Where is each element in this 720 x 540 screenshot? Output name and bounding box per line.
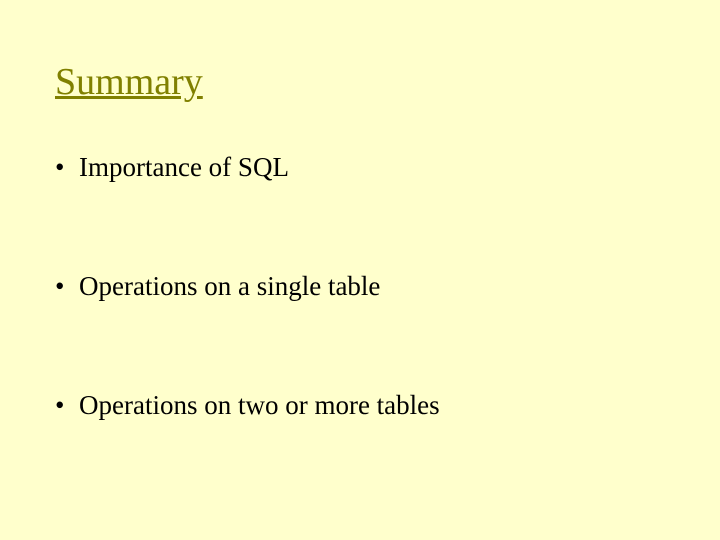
slide-container: Summary Importance of SQL Operations on … <box>0 0 720 540</box>
bullet-item: Operations on a single table <box>55 271 665 302</box>
bullet-item: Importance of SQL <box>55 152 665 183</box>
slide-title: Summary <box>55 60 665 104</box>
bullet-item: Operations on two or more tables <box>55 390 665 421</box>
